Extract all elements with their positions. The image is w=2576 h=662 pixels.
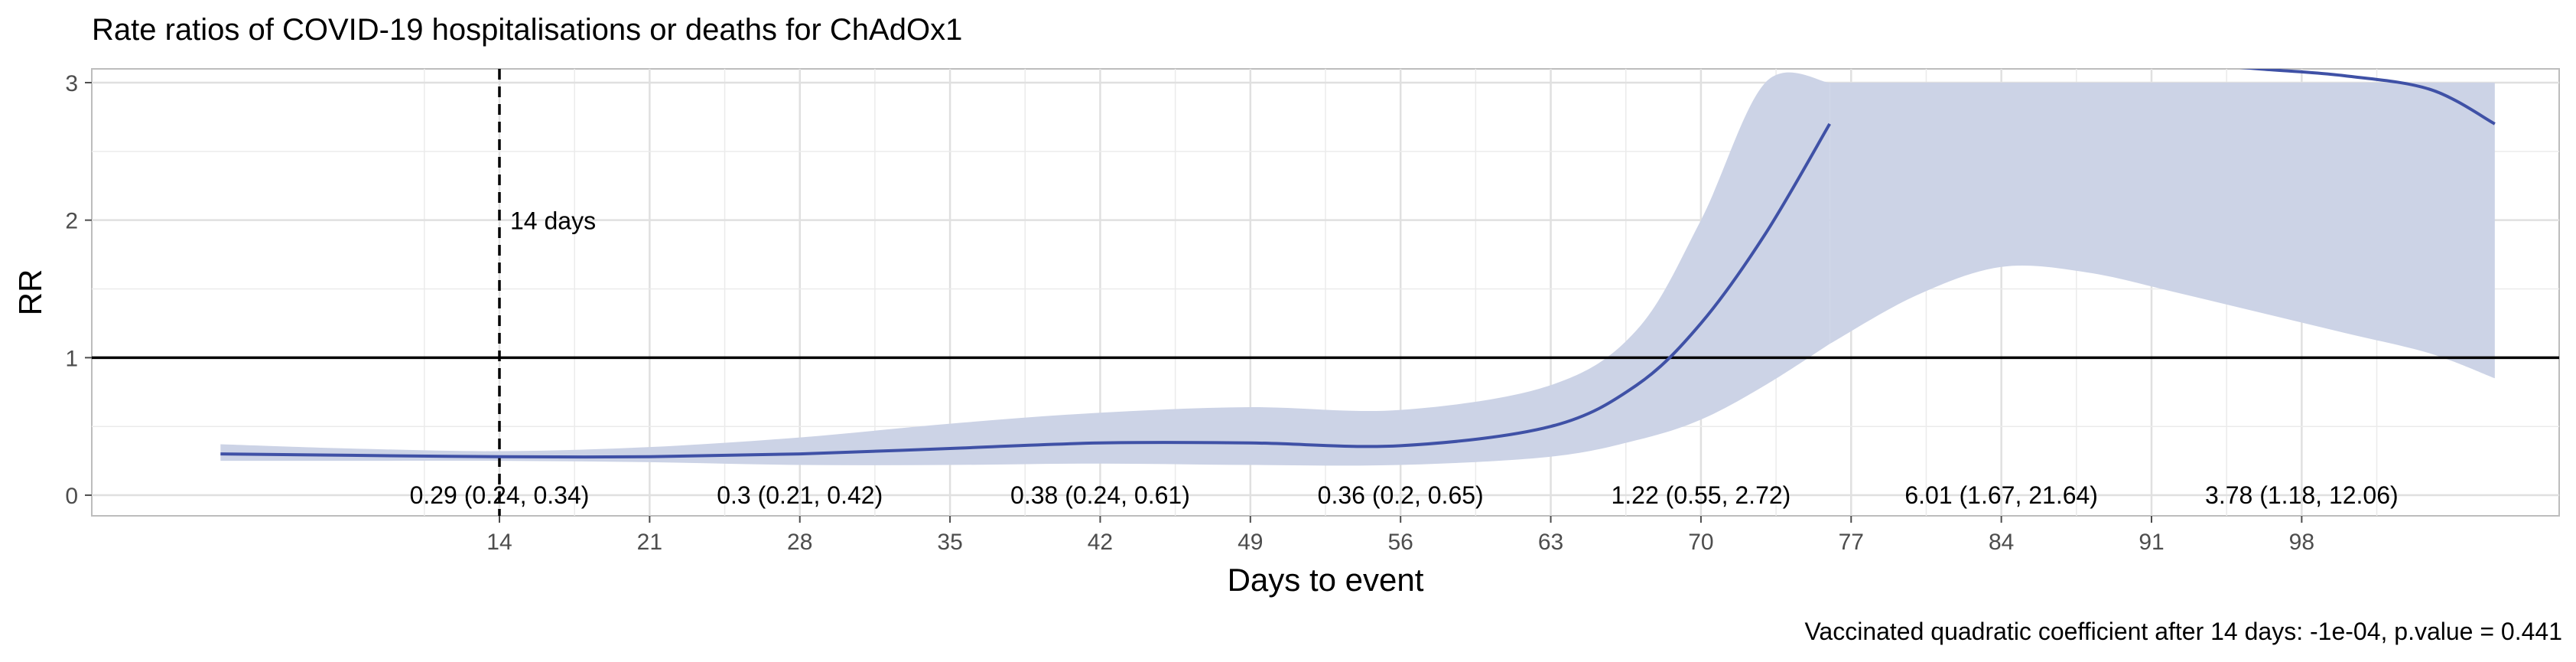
interval-label: 0.36 (0.2, 0.65) — [1318, 481, 1484, 509]
x-tick-label: 49 — [1238, 530, 1263, 555]
x-tick-label: 77 — [1839, 530, 1864, 555]
vertical-line-label: 14 days — [510, 207, 596, 235]
y-axis-title: RR — [12, 269, 48, 316]
chart-caption: Vaccinated quadratic coefficient after 1… — [1804, 618, 2562, 645]
series-lines — [220, 69, 2496, 459]
x-tick-label: 91 — [2139, 530, 2164, 555]
interval-label: 3.78 (1.18, 12.06) — [2205, 481, 2399, 509]
x-tick-label: 21 — [637, 530, 662, 555]
x-tick-label: 56 — [1387, 530, 1413, 555]
series-line-1 — [220, 122, 1831, 459]
x-tick-label: 42 — [1088, 530, 1113, 555]
x-tick-label: 98 — [2289, 530, 2314, 555]
series-line-2 — [2239, 69, 2496, 126]
interval-label: 0.3 (0.21, 0.42) — [717, 481, 883, 509]
confidence-ribbon-2 — [1830, 82, 2495, 379]
y-tick-label: 3 — [65, 71, 78, 96]
x-tick-label: 35 — [937, 530, 962, 555]
confidence-ribbon-1 — [220, 72, 1830, 466]
x-axis-title: Days to event — [1228, 562, 1424, 598]
x-tick-label: 63 — [1538, 530, 1563, 555]
x-tick-label: 28 — [787, 530, 812, 555]
x-axis-ticks: 14 21 28 35 42 49 56 63 70 77 84 91 98 — [486, 516, 2314, 555]
reference-lines — [92, 69, 2559, 516]
interval-label: 6.01 (1.67, 21.64) — [1904, 481, 2098, 509]
x-tick-label: 84 — [1989, 530, 2014, 555]
interval-label: 1.22 (0.55, 2.72) — [1611, 481, 1791, 509]
y-tick-label: 2 — [65, 209, 78, 234]
x-tick-label: 14 — [486, 530, 512, 555]
x-tick-label: 70 — [1688, 530, 1713, 555]
interval-label: 0.38 (0.24, 0.61) — [1010, 481, 1190, 509]
y-tick-label: 1 — [65, 346, 78, 371]
y-axis-ticks: 0 1 2 3 — [65, 71, 92, 509]
chart-title: Rate ratios of COVID-19 hospitalisations… — [92, 13, 962, 47]
interval-labels: 0.29 (0.24, 0.34) 0.3 (0.21, 0.42) 0.38 (0… — [410, 481, 2399, 509]
confidence-ribbons — [220, 72, 2495, 466]
y-tick-label: 0 — [65, 484, 78, 509]
interval-label: 0.29 (0.24, 0.34) — [410, 481, 590, 509]
